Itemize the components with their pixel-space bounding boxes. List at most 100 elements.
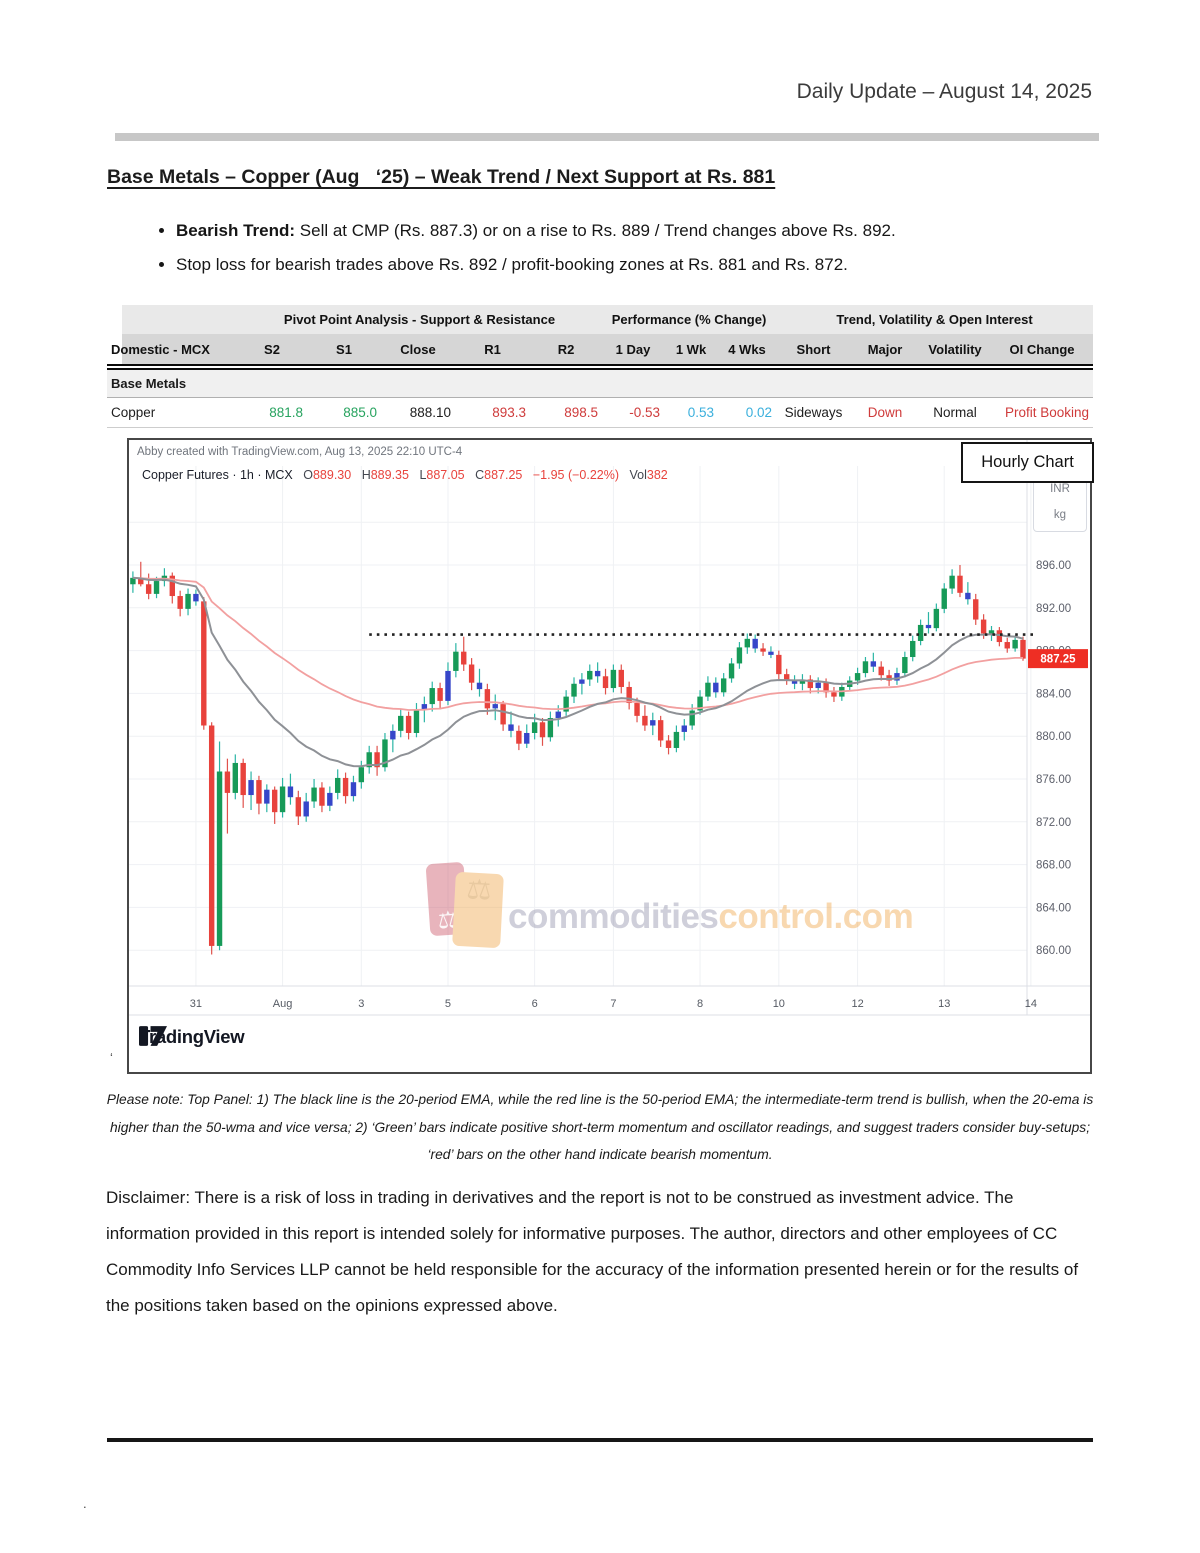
svg-text:31: 31 bbox=[190, 998, 202, 1010]
table-cell: 893.3 bbox=[455, 397, 530, 428]
commoditiescontrol-watermark: ⚖ ⚖ commoditiescontrol.com bbox=[422, 861, 914, 949]
legend-close-label: C bbox=[475, 468, 485, 482]
table-row: Copper 881.8 885.0 888.10 893.3 898.5 -0.53 0.5… bbox=[107, 397, 1094, 428]
footer-rule bbox=[107, 1438, 1093, 1442]
pivot-analysis-table: Pivot Point Analysis - Support & Resista… bbox=[107, 305, 1094, 428]
table-column-header: 1 Day bbox=[602, 334, 664, 367]
table-cell: 885.0 bbox=[307, 397, 381, 428]
table-group-header: Pivot Point Analysis - Support & Resista… bbox=[237, 305, 602, 334]
table-section-label: Base Metals bbox=[107, 367, 1094, 398]
svg-text:892.00: 892.00 bbox=[1036, 603, 1071, 615]
table-column-header: 1 Wk bbox=[664, 334, 718, 367]
tradingview-branding: TradingView bbox=[139, 1026, 245, 1048]
svg-text:872.00: 872.00 bbox=[1036, 817, 1071, 829]
legend-open-value: 889.30 bbox=[312, 468, 352, 482]
table-column-header: R2 bbox=[530, 334, 602, 367]
table-cell: Normal bbox=[919, 397, 992, 428]
hourly-chart-badge: Hourly Chart bbox=[961, 442, 1094, 483]
bullet-bearish-trend: Bearish Trend: Sell at CMP (Rs. 887.3) o… bbox=[176, 221, 1116, 241]
unit-weight: kg bbox=[1053, 508, 1067, 521]
legend-low-value: 887.05 bbox=[426, 468, 465, 482]
svg-text:868.00: 868.00 bbox=[1036, 860, 1071, 872]
tradingview-logo-icon bbox=[139, 1026, 167, 1046]
table-group-header bbox=[107, 305, 237, 334]
bullet-bold-label: Bearish Trend: bbox=[176, 221, 296, 240]
legend-volume-label: Vol bbox=[629, 468, 647, 482]
candles-layer bbox=[130, 561, 1026, 955]
svg-text:7: 7 bbox=[610, 998, 616, 1010]
legend-high-label: H bbox=[361, 468, 371, 482]
table-cell: 0.53 bbox=[664, 397, 718, 428]
last-price-value: 887.25 bbox=[1040, 654, 1076, 666]
table-column-header-row: Domestic - MCX S2 S1 Close R1 R2 1 Day 1 Wk 4 Wk… bbox=[107, 334, 1094, 367]
svg-text:876.00: 876.00 bbox=[1036, 774, 1071, 786]
legend-change-value: −1.95 (−0.22%) bbox=[532, 468, 620, 482]
page-title: Base Metals – Copper (Aug ‘25) – Weak Tr… bbox=[107, 166, 776, 188]
legend-high-value: 889.35 bbox=[370, 468, 409, 482]
svg-text:884.00: 884.00 bbox=[1036, 688, 1071, 700]
price-axis: 896.00892.00888.00884.00880.00876.00872.… bbox=[1036, 560, 1071, 957]
bullet-stop-loss: Stop loss for bearish trades above Rs. 8… bbox=[176, 255, 1116, 275]
table-column-header: S1 bbox=[307, 334, 381, 367]
commoditiescontrol-logo-icon: ⚖ ⚖ bbox=[422, 861, 506, 949]
last-price-badge bbox=[1028, 649, 1088, 669]
unit-currency: INR bbox=[1050, 483, 1070, 495]
svg-text:3: 3 bbox=[358, 998, 364, 1010]
footer-dot: . bbox=[83, 1496, 87, 1511]
table-group-header: Trend, Volatility & Open Interest bbox=[776, 305, 1094, 334]
bullet-text: Sell at CMP (Rs. 887.3) or on a rise to … bbox=[295, 221, 896, 240]
table-column-header: OI Change bbox=[991, 334, 1094, 367]
table-column-header: Close bbox=[381, 334, 455, 367]
table-group-header-row: Pivot Point Analysis - Support & Resista… bbox=[107, 305, 1094, 334]
svg-text:864.00: 864.00 bbox=[1036, 902, 1071, 914]
disclaimer-text: Disclaimer: There is a risk of loss in t… bbox=[106, 1188, 1079, 1316]
svg-text:6: 6 bbox=[532, 998, 538, 1010]
table-column-header: Major bbox=[851, 334, 920, 367]
header-rule bbox=[115, 133, 1099, 141]
table-cell: 0.02 bbox=[718, 397, 777, 428]
ema20-line bbox=[132, 576, 1024, 768]
legend-low-label: L bbox=[419, 468, 427, 482]
table-cell: Profit Booking bbox=[991, 397, 1094, 428]
stray-quote-mark: ‘ bbox=[110, 1050, 113, 1065]
price-unit-label: INR kg bbox=[1033, 476, 1087, 532]
date-axis: 31 Aug 3 5 6 7 8 10 12 13 14 bbox=[190, 998, 1037, 1010]
svg-text:10: 10 bbox=[773, 998, 785, 1010]
table-cell: -0.53 bbox=[602, 397, 664, 428]
watermark-text: commoditiescontrol.com bbox=[508, 897, 914, 936]
svg-text:Aug: Aug bbox=[273, 998, 293, 1010]
legend-open-label: O bbox=[303, 468, 313, 482]
table-cell: Down bbox=[851, 397, 920, 428]
chart-footnote: Please note: Top Panel: 1) The black lin… bbox=[106, 1092, 1094, 1163]
svg-text:13: 13 bbox=[938, 998, 950, 1010]
ema50-line bbox=[132, 576, 1023, 711]
svg-text:14: 14 bbox=[1025, 998, 1037, 1010]
svg-text:896.00: 896.00 bbox=[1036, 560, 1071, 572]
svg-text:8: 8 bbox=[697, 998, 703, 1010]
tradingview-wordmark: TradingView bbox=[139, 1026, 245, 1047]
table-cell: Copper bbox=[107, 397, 237, 428]
svg-text:880.00: 880.00 bbox=[1036, 731, 1071, 743]
table-group-header: Performance (% Change) bbox=[602, 305, 777, 334]
bullet-text: Stop loss for bearish trades above Rs. 8… bbox=[176, 255, 848, 274]
legend-close-value: 887.25 bbox=[484, 468, 523, 482]
chart-creator-note: Abby created with TradingView.com, Aug 1… bbox=[137, 446, 463, 458]
candlestick-chart: 896.00892.00888.00884.00880.00876.00872.… bbox=[129, 440, 1090, 1016]
table-column-header: Volatility bbox=[919, 334, 992, 367]
table-column-header: S2 bbox=[237, 334, 307, 367]
table-cell: 898.5 bbox=[530, 397, 602, 428]
table-cell: 881.8 bbox=[237, 397, 307, 428]
svg-text:12: 12 bbox=[851, 998, 863, 1010]
chart-legend: Copper Futures · 1h · MCX O889.30 H889.3… bbox=[142, 468, 668, 482]
table-cell: 888.10 bbox=[381, 397, 455, 428]
page-header-date: Daily Update – August 14, 2025 bbox=[796, 80, 1092, 103]
table-column-header: Short bbox=[776, 334, 852, 367]
svg-text:860.00: 860.00 bbox=[1036, 945, 1071, 957]
legend-volume-value: 382 bbox=[646, 468, 668, 482]
table-column-header: R1 bbox=[455, 334, 530, 367]
table-column-header: Domestic - MCX bbox=[107, 334, 237, 367]
svg-text:5: 5 bbox=[445, 998, 451, 1010]
table-column-header: 4 Wks bbox=[718, 334, 777, 367]
summary-bullets: Bearish Trend: Sell at CMP (Rs. 887.3) o… bbox=[140, 221, 1116, 289]
